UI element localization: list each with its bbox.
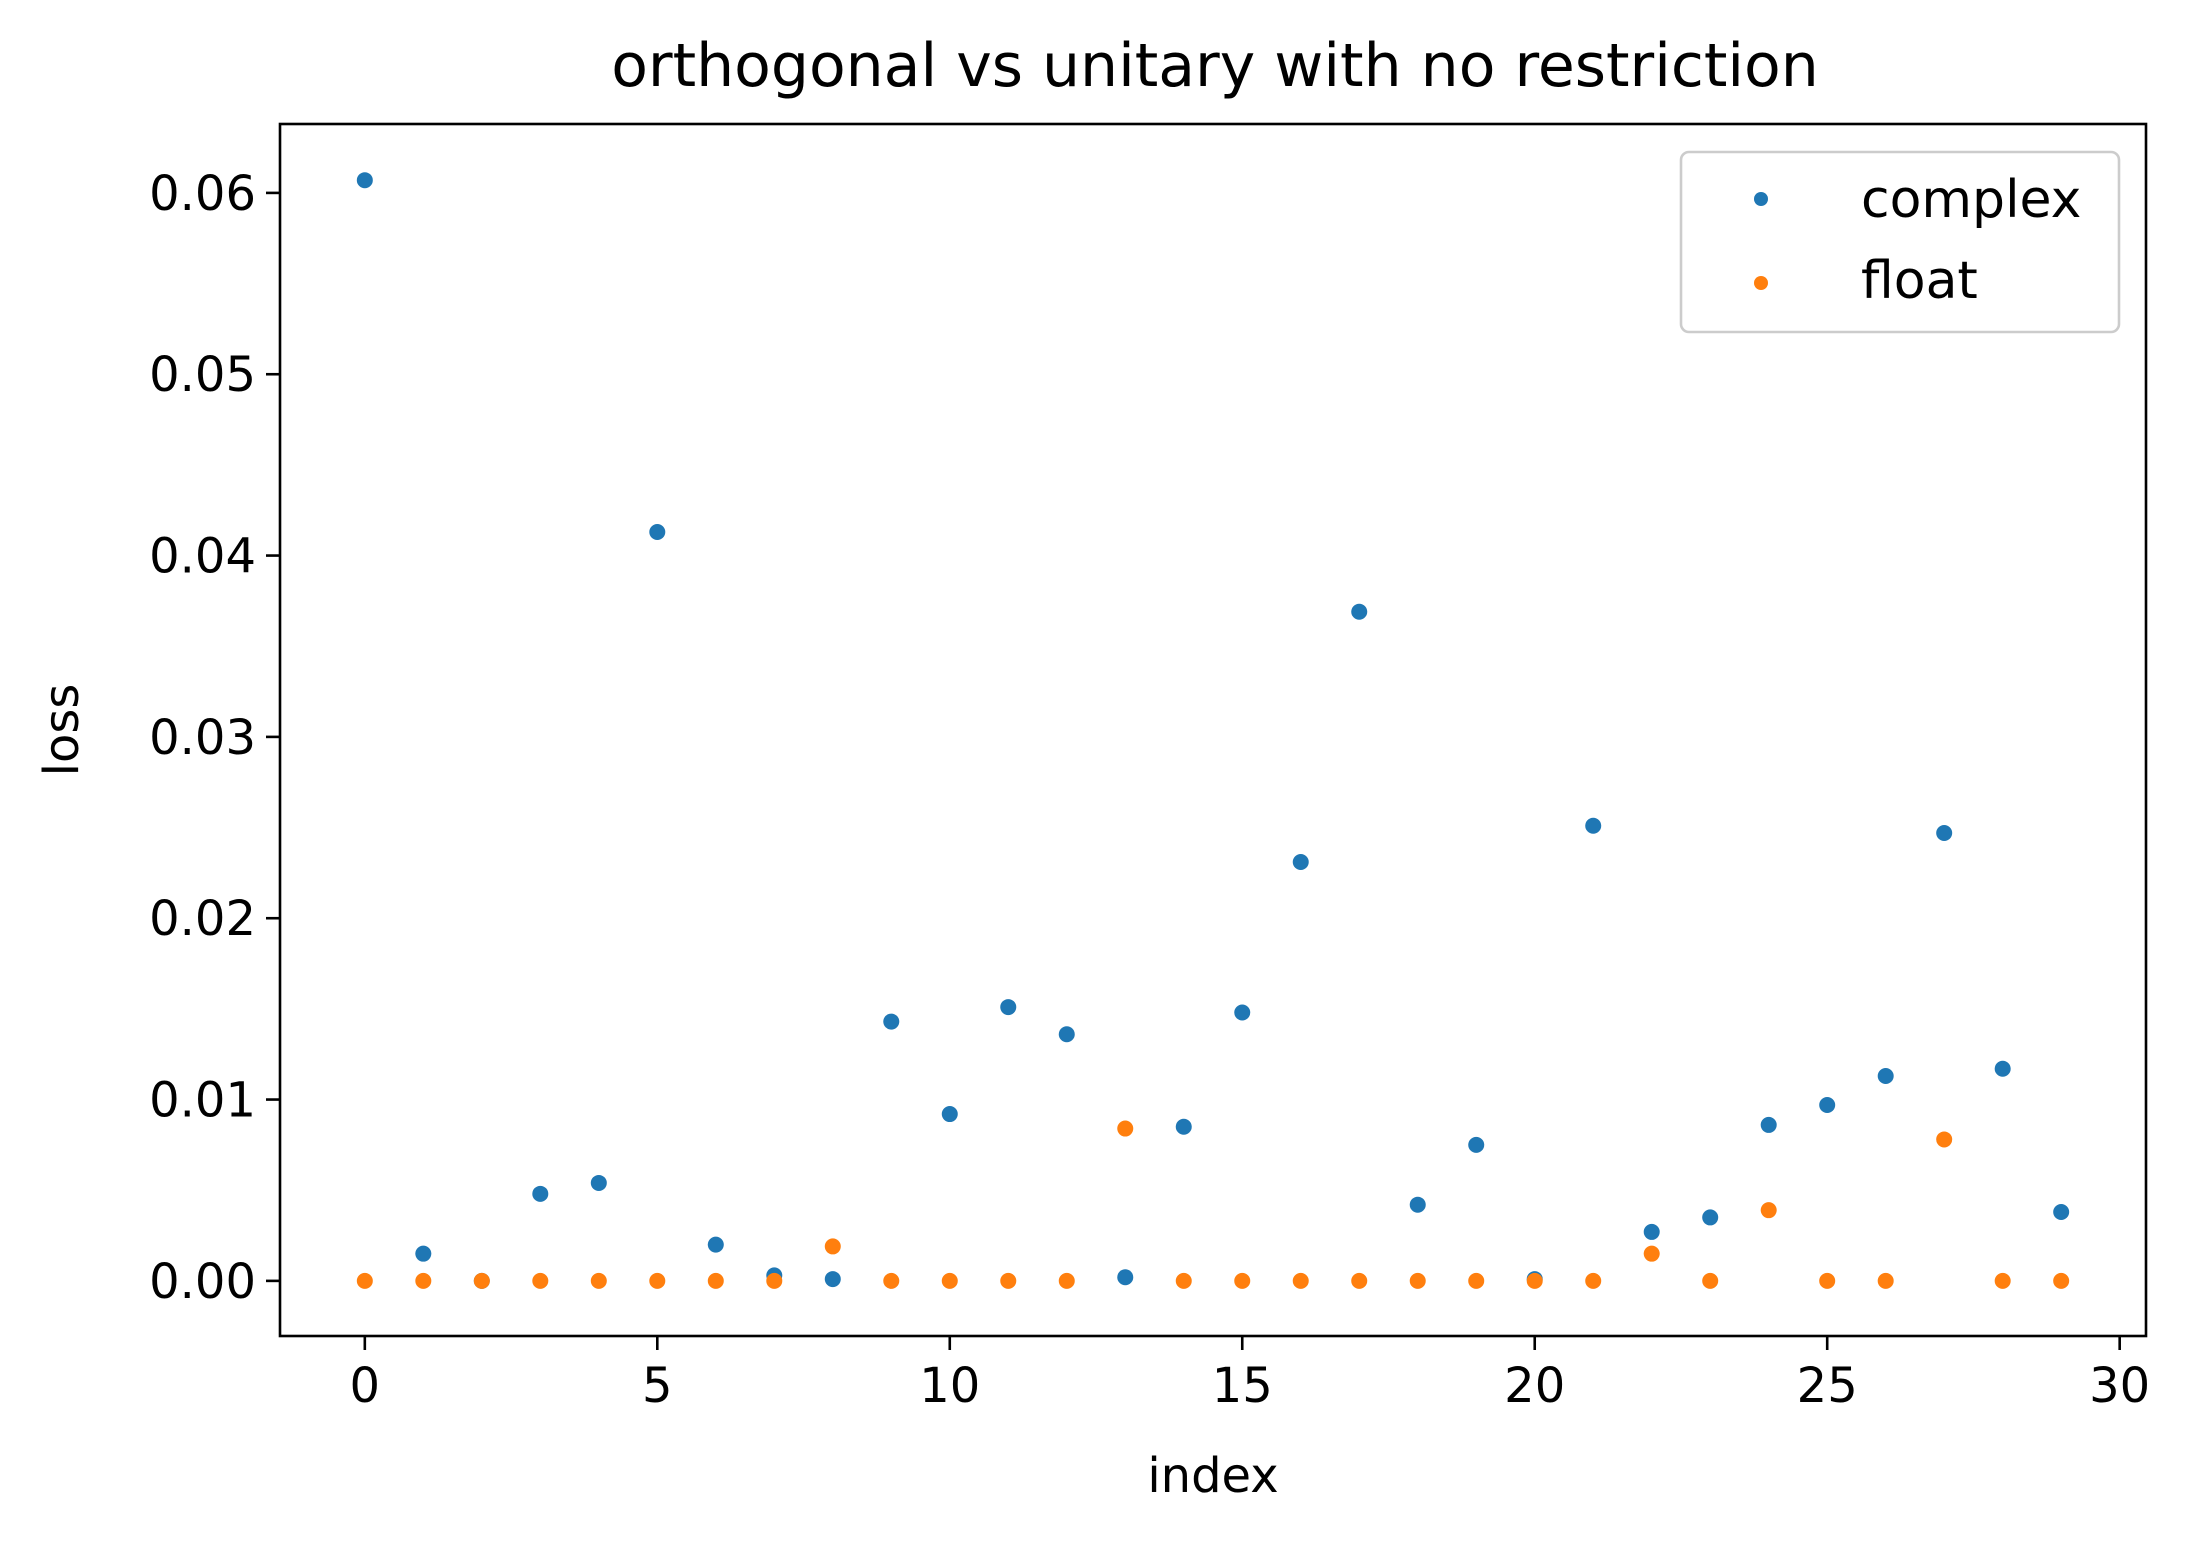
- data-point-float: [1409, 1272, 1426, 1289]
- data-point-float: [1994, 1272, 2011, 1289]
- data-point-float: [415, 1272, 432, 1289]
- data-point-float: [1234, 1272, 1251, 1289]
- x-axis-ticks: 0 5 10 15 20 25 30: [350, 1336, 2150, 1414]
- x-tick-label: 15: [1212, 1358, 1273, 1414]
- y-tick-label: 0.02: [149, 891, 256, 947]
- legend-box: [1679, 150, 2121, 334]
- data-point-complex: [707, 1236, 724, 1253]
- data-point-complex: [1877, 1067, 1894, 1084]
- data-point-complex: [1936, 824, 1953, 841]
- y-tick-label: 0.05: [149, 347, 256, 403]
- legend: complex float: [1679, 150, 2121, 334]
- legend-marker-complex: [1754, 192, 1768, 206]
- data-point-float: [883, 1272, 900, 1289]
- legend-label-float: float: [1861, 251, 1978, 311]
- data-point-float: [473, 1272, 490, 1289]
- data-point-complex: [1351, 603, 1368, 620]
- data-point-complex: [1117, 1269, 1134, 1286]
- plot-frame: [278, 122, 2148, 1338]
- data-point-complex: [1000, 999, 1017, 1016]
- y-tick-label: 0.04: [149, 529, 256, 585]
- data-point-float: [1877, 1272, 1894, 1289]
- series-float: [356, 1120, 2070, 1289]
- data-point-complex: [1994, 1060, 2011, 1077]
- data-point-complex: [2053, 1203, 2070, 1220]
- data-point-complex: [824, 1271, 841, 1288]
- data-point-float: [824, 1238, 841, 1255]
- data-point-float: [1702, 1272, 1719, 1289]
- legend-label-complex: complex: [1861, 170, 2081, 230]
- x-tick-label: 20: [1504, 1358, 1565, 1414]
- y-tick-label: 0.06: [149, 166, 256, 222]
- data-point-complex: [1234, 1004, 1251, 1021]
- data-point-complex: [941, 1106, 958, 1123]
- data-point-float: [590, 1272, 607, 1289]
- data-point-float: [1819, 1272, 1836, 1289]
- y-tick-label: 0.00: [149, 1254, 256, 1310]
- x-tick-label: 30: [2089, 1358, 2150, 1414]
- data-point-float: [1292, 1272, 1309, 1289]
- data-point-complex: [1292, 854, 1309, 871]
- data-point-float: [766, 1272, 783, 1289]
- y-tick-label: 0.03: [149, 710, 256, 766]
- data-point-float: [1468, 1272, 1485, 1289]
- data-point-complex: [356, 172, 373, 189]
- data-point-complex: [532, 1185, 549, 1202]
- x-tick-label: 5: [642, 1358, 673, 1414]
- data-point-complex: [649, 523, 666, 540]
- data-point-float: [1585, 1272, 1602, 1289]
- data-point-float: [2053, 1272, 2070, 1289]
- data-point-float: [356, 1272, 373, 1289]
- data-point-complex: [590, 1174, 607, 1191]
- data-point-complex: [415, 1245, 432, 1262]
- data-point-complex: [1409, 1196, 1426, 1213]
- data-point-complex: [1058, 1026, 1075, 1043]
- x-axis-label: index: [1147, 1448, 1278, 1504]
- chart-title: orthogonal vs unitary with no restrictio…: [611, 31, 1819, 101]
- data-point-float: [649, 1272, 666, 1289]
- data-point-complex: [1702, 1209, 1719, 1226]
- data-point-complex: [1819, 1096, 1836, 1113]
- x-tick-label: 25: [1797, 1358, 1858, 1414]
- x-tick-label: 10: [919, 1358, 980, 1414]
- y-tick-label: 0.01: [149, 1073, 256, 1129]
- x-tick-label: 0: [350, 1358, 381, 1414]
- data-point-float: [1117, 1120, 1134, 1137]
- data-point-complex: [1643, 1223, 1660, 1240]
- legend-marker-float: [1754, 276, 1768, 290]
- data-point-float: [1175, 1272, 1192, 1289]
- data-point-complex: [1175, 1118, 1192, 1135]
- data-point-float: [1351, 1272, 1368, 1289]
- y-axis-ticks: 0.00 0.01 0.02 0.03 0.04 0.05 0.06: [149, 166, 280, 1310]
- data-point-float: [941, 1272, 958, 1289]
- y-axis-label: loss: [34, 684, 90, 777]
- data-point-float: [532, 1272, 549, 1289]
- data-point-complex: [1760, 1116, 1777, 1133]
- data-point-float: [1643, 1245, 1660, 1262]
- data-point-float: [707, 1272, 724, 1289]
- data-point-float: [1058, 1272, 1075, 1289]
- data-point-float: [1760, 1202, 1777, 1219]
- data-point-float: [1526, 1272, 1543, 1289]
- data-point-complex: [1585, 817, 1602, 834]
- plot-marks: [356, 172, 2070, 1289]
- data-point-float: [1936, 1131, 1953, 1148]
- data-point-complex: [883, 1013, 900, 1030]
- data-point-float: [1000, 1272, 1017, 1289]
- data-point-complex: [1468, 1136, 1485, 1153]
